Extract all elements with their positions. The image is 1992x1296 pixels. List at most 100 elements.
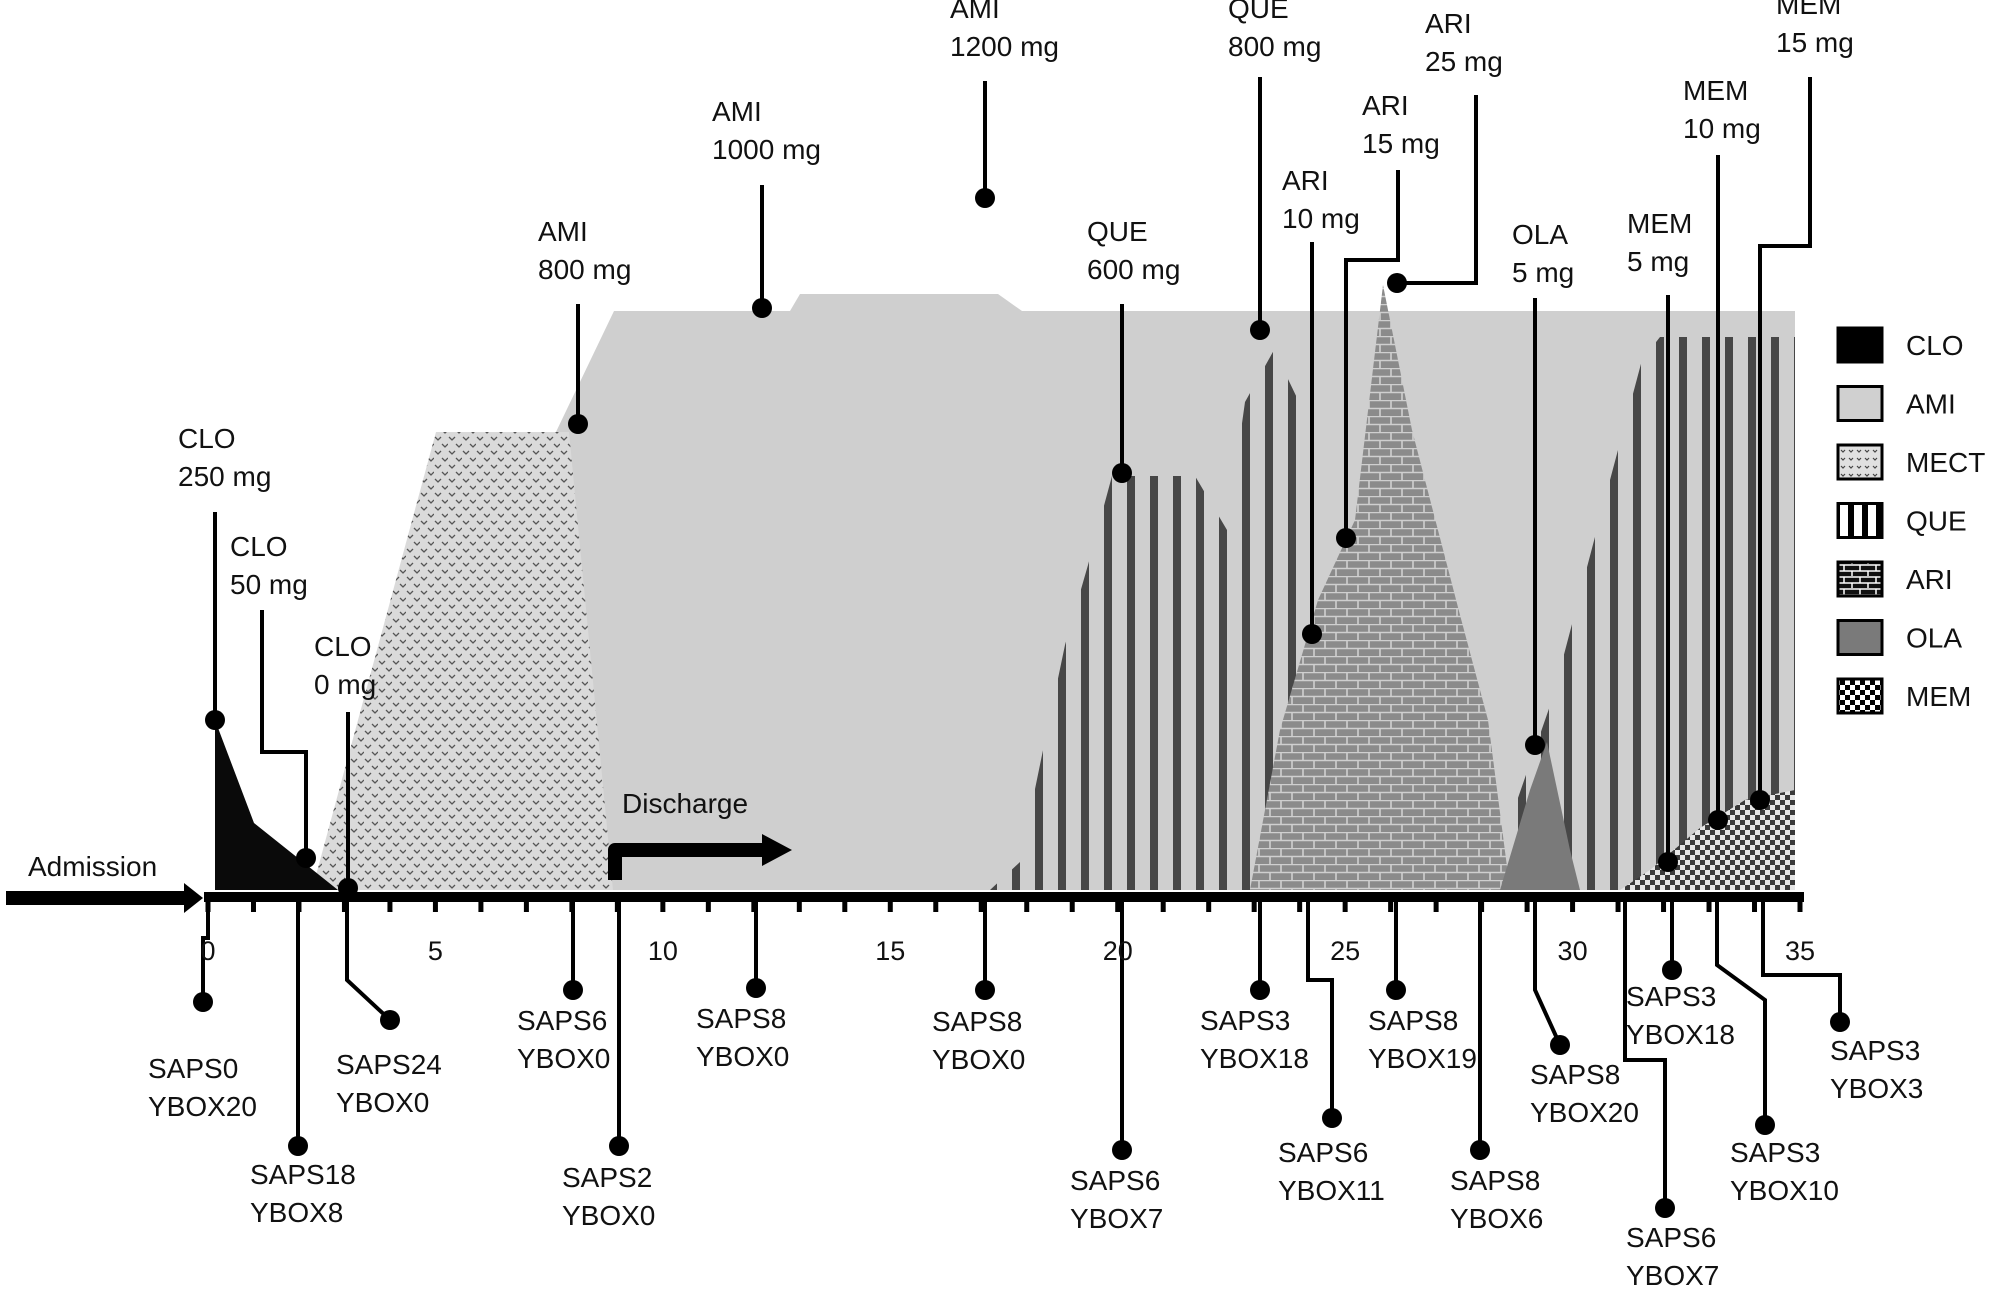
axis-tick — [432, 900, 438, 912]
tick-label-30: 30 — [1558, 936, 1588, 966]
axis-tick — [205, 900, 211, 912]
saps-score-label: SAPS24 — [336, 1049, 442, 1080]
assessment-point — [288, 1136, 308, 1156]
assessment-16: SAPS3 YBOX10 — [1730, 1137, 1839, 1206]
axis-tick — [1342, 900, 1348, 912]
dose-annotation-mem-15: MEM 15 mg — [1776, 0, 1854, 58]
saps-score-label: SAPS8 — [696, 1003, 786, 1034]
dose-connector — [260, 610, 308, 858]
legend-swatch — [1836, 385, 1884, 422]
axis-tick — [1297, 900, 1303, 912]
dose-drug-label: CLO — [314, 631, 372, 662]
saps-score-label: SAPS18 — [250, 1159, 356, 1190]
dose-annotation-mem-13: MEM 5 mg — [1627, 208, 1692, 277]
dose-drug-label: AMI — [950, 0, 1000, 24]
que-area-1 — [990, 350, 1315, 890]
saps-score-label: SAPS3 — [1730, 1137, 1820, 1168]
assessment-point — [563, 980, 583, 1000]
dose-annotation-clo-1: CLO 250 mg — [178, 423, 271, 492]
dose-annotation-ari-10: ARI 15 mg — [1362, 90, 1440, 159]
dose-amount-label: 250 mg — [178, 461, 271, 492]
dose-amount-label: 25 mg — [1425, 46, 1503, 77]
tick-label-25: 25 — [1330, 936, 1360, 966]
assessment-point — [1250, 980, 1270, 1000]
axis-tick — [569, 900, 575, 912]
discharge-label: Discharge — [622, 788, 748, 819]
assessment-3: SAPS24 YBOX0 — [336, 1049, 442, 1118]
axis-tick — [1024, 900, 1030, 912]
assessment-13: SAPS8 YBOX20 — [1530, 1059, 1639, 1128]
legend-item-ari: ARI — [1836, 560, 1953, 598]
dose-drug-label: ARI — [1282, 165, 1329, 196]
assessment-point — [193, 992, 213, 1012]
dose-amount-label: 1200 mg — [950, 31, 1059, 62]
legend-item-clo: CLO — [1836, 326, 1964, 364]
legend-swatch — [1836, 443, 1884, 481]
ybox-score-label: YBOX6 — [1450, 1203, 1543, 1234]
legend-label: OLA — [1906, 623, 1962, 654]
saps-score-label: SAPS6 — [1070, 1165, 1160, 1196]
dose-point — [1525, 735, 1545, 755]
assessment-15: SAPS3 YBOX18 — [1626, 981, 1735, 1050]
dose-amount-label: 10 mg — [1683, 113, 1761, 144]
axis-line — [204, 892, 1804, 902]
axis-tick — [1115, 900, 1121, 912]
dose-amount-label: 600 mg — [1087, 254, 1180, 285]
assessment-point — [1830, 1012, 1850, 1032]
clo-area — [215, 720, 338, 890]
tick-label-5: 5 — [428, 936, 443, 966]
assessment-point — [975, 980, 995, 1000]
assessment-11: SAPS8 YBOX19 — [1368, 1005, 1477, 1074]
tick-label-35: 35 — [1785, 936, 1815, 966]
axis-tick — [1069, 900, 1075, 912]
saps-score-label: SAPS6 — [1626, 1222, 1716, 1253]
axis-tick — [978, 900, 984, 912]
axis-tick — [933, 900, 939, 912]
axis-tick — [478, 900, 484, 912]
axis-tick — [1479, 900, 1485, 912]
axis-tick — [250, 900, 256, 912]
saps-score-label: SAPS3 — [1200, 1005, 1290, 1036]
saps-score-label: SAPS8 — [1530, 1059, 1620, 1090]
axis-tick — [887, 900, 893, 912]
assessment-17: SAPS3 YBOX3 — [1830, 1035, 1923, 1104]
ybox-score-label: YBOX19 — [1368, 1043, 1477, 1074]
tick-label-20: 20 — [1103, 936, 1133, 966]
ybox-score-label: YBOX7 — [1070, 1203, 1163, 1234]
dose-point — [1658, 852, 1678, 872]
axis-tick — [751, 900, 757, 912]
assessment-point — [1112, 1140, 1132, 1160]
assessment-point — [1755, 1115, 1775, 1135]
tick-label-10: 10 — [648, 936, 678, 966]
dose-point — [1250, 320, 1270, 340]
ybox-score-label: YBOX0 — [696, 1041, 789, 1072]
dose-point — [1302, 624, 1322, 644]
assessment-10: SAPS6 YBOX11 — [1278, 1137, 1385, 1206]
dose-annotation-clo-3: CLO 0 mg — [314, 631, 376, 700]
legend-label: QUE — [1906, 506, 1967, 537]
ybox-score-label: YBOX11 — [1278, 1175, 1385, 1206]
axis-tick — [523, 900, 529, 912]
dose-point — [1112, 463, 1132, 483]
assessment-7: SAPS8 YBOX0 — [932, 1006, 1025, 1075]
tick-label-15: 15 — [875, 936, 905, 966]
saps-score-label: SAPS3 — [1626, 981, 1716, 1012]
ybox-score-label: YBOX0 — [517, 1043, 610, 1074]
assessment-9: SAPS3 YBOX18 — [1200, 1005, 1309, 1074]
dose-point — [205, 710, 225, 730]
axis-tick — [796, 900, 802, 912]
axis-tick — [1524, 900, 1530, 912]
dose-point — [975, 188, 995, 208]
saps-score-label: SAPS8 — [1450, 1165, 1540, 1196]
axis-tick — [705, 900, 711, 912]
legend-label: MEM — [1906, 681, 1971, 712]
dose-amount-label: 1000 mg — [712, 134, 821, 165]
ybox-score-label: YBOX0 — [562, 1200, 655, 1231]
dose-annotation-ami-4: AMI 800 mg — [538, 216, 631, 285]
dose-point — [1336, 528, 1356, 548]
axis-tick — [842, 900, 848, 912]
axis-tick — [1388, 900, 1394, 912]
assessment-connector — [345, 902, 392, 1022]
dose-drug-label: OLA — [1512, 219, 1568, 250]
